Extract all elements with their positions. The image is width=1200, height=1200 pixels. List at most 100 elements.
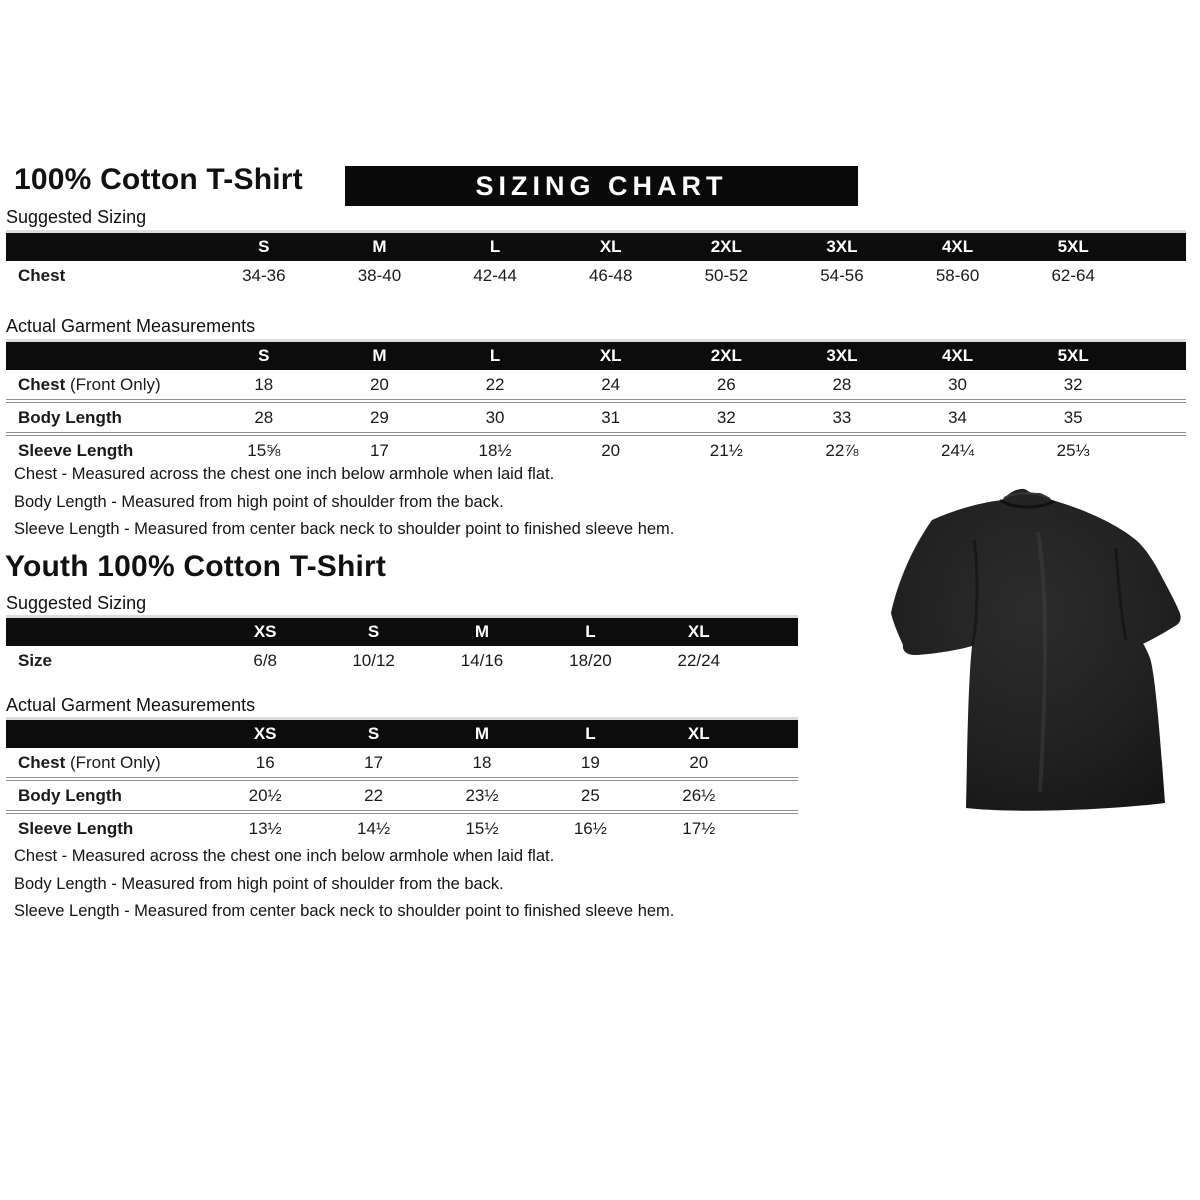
column-header: XL [599, 237, 622, 256]
youth-suggested-sizing-table: XS S M L XL Size 6/8 10/12 14/16 18/20 22/24 [6, 615, 798, 675]
table-cell: 20½ [248, 785, 282, 805]
table-cell: 54-56 [820, 265, 864, 285]
table-cell: 18/20 [569, 650, 612, 670]
column-header: 2XL [710, 346, 742, 365]
row-label: Size [18, 650, 53, 670]
table-cell: 17 [369, 440, 389, 460]
table-row: Size 6/8 10/12 14/16 18/20 22/24 [6, 646, 798, 675]
tshirt-illustration [891, 488, 1181, 811]
table-row: Sleeve Length 13½ 14½ 15½ 16½ 17½ [6, 810, 798, 843]
column-header: L [585, 622, 596, 641]
column-header: 5XL [1057, 346, 1089, 365]
youth-section-title: Youth 100% Cotton T-Shirt [5, 550, 387, 583]
table-row: Body Length 28 29 30 31 32 33 34 35 [6, 399, 1186, 432]
column-header: XS [253, 724, 277, 743]
table-cell: 17½ [682, 818, 716, 838]
page-title: 100% Cotton T-Shirt [14, 163, 303, 196]
row-label: Chest (Front Only) [18, 374, 161, 394]
note-chest: Chest - Measured across the chest one in… [14, 847, 555, 865]
table-cell: 15⅝ [247, 440, 281, 460]
table-cell: 18½ [478, 440, 512, 460]
table-cell: 22/24 [677, 650, 721, 670]
table-cell: 28 [832, 374, 852, 394]
table-cell: 13½ [248, 818, 282, 838]
table-header-row: XS S M L XL [6, 615, 798, 646]
note-sleeve-length: Sleeve Length - Measured from center bac… [14, 520, 675, 538]
youth-garment-measurements-table: XS S M L XL Chest (Front Only) 16 17 18 19 20 Body … [6, 717, 798, 843]
table-cell: 17 [364, 752, 384, 772]
table-row: Sleeve Length 15⅝ 17 18½ 20 21½ 22⅞ 24¼ 25⅓ [6, 432, 1186, 465]
table-cell: 38-40 [357, 265, 402, 285]
column-header: L [489, 346, 501, 365]
column-header: XL [599, 346, 622, 365]
table-cell: 22⅞ [825, 440, 859, 460]
table-cell: 31 [601, 407, 621, 427]
adult-suggested-sizing-table: S M L XL 2XL 3XL 4XL 5XL Chest 34-36 38-40 42-44 46-… [6, 230, 1186, 290]
tshirt-collar [999, 498, 1055, 509]
table-cell: 18 [254, 374, 274, 394]
table-header-row: S M L XL 2XL 3XL 4XL 5XL [6, 230, 1186, 261]
column-header: S [258, 346, 270, 365]
column-header: 4XL [941, 346, 974, 365]
table-cell: 42-44 [473, 265, 517, 285]
table-cell: 22 [364, 785, 384, 805]
note-body-length: Body Length - Measured from high point o… [14, 874, 504, 893]
table-cell: 34-36 [242, 265, 286, 285]
column-header: S [367, 622, 380, 641]
sizing-chart-banner: SIZING CHART [345, 166, 858, 206]
note-sleeve-length: Sleeve Length - Measured from center bac… [14, 902, 675, 920]
youth-measurement-notes: Chest - Measured across the chest one in… [14, 843, 674, 926]
column-header: XL [687, 724, 710, 743]
column-header: 4XL [941, 237, 974, 256]
tshirt-sleeve-crease-left [970, 539, 979, 647]
table-row: Chest (Front Only) 16 17 18 19 20 [6, 748, 798, 777]
table-cell: 20 [601, 440, 621, 460]
note-body-length: Body Length - Measured from high point o… [14, 492, 504, 511]
column-header: 5XL [1057, 237, 1089, 256]
table-cell: 25⅓ [1056, 440, 1090, 460]
tshirt-sleeve-crease-right [1114, 547, 1128, 641]
column-header: 2XL [710, 237, 742, 256]
table-header-row: S M L XL 2XL 3XL 4XL 5XL [6, 339, 1186, 370]
adult-garment-measurements-label: Actual Garment Measurements [6, 316, 256, 336]
adult-garment-measurements-table: S M L XL 2XL 3XL 4XL 5XL Chest (Front Only) 18 20 2… [6, 339, 1186, 465]
table-cell: 29 [369, 407, 389, 427]
tshirt-fold-highlight [1036, 531, 1047, 793]
adult-suggested-sizing-label: Suggested Sizing [6, 207, 147, 227]
column-header: L [585, 724, 596, 743]
row-label: Chest [18, 265, 66, 285]
column-header: M [372, 237, 387, 256]
table-cell: 34 [948, 407, 968, 427]
youth-garment-measurements-label: Actual Garment Measurements [6, 695, 256, 715]
adult-measurement-notes: Chest - Measured across the chest one in… [14, 461, 674, 544]
column-header: 3XL [826, 237, 858, 256]
table-cell: 20 [369, 374, 389, 394]
table-cell: 26½ [682, 785, 716, 805]
table-cell: 58-60 [935, 265, 980, 285]
table-cell: 46-48 [588, 265, 633, 285]
table-cell: 14/16 [460, 650, 504, 670]
table-cell: 20 [689, 752, 709, 772]
table-row: Body Length 20½ 22 23½ 25 26½ [6, 777, 798, 810]
table-cell: 22 [485, 374, 505, 394]
table-cell: 10/12 [352, 650, 395, 670]
table-cell: 6/8 [253, 650, 278, 670]
table-cell: 25 [580, 785, 600, 805]
row-label: Sleeve Length [18, 440, 134, 460]
sizing-chart-banner-text: SIZING CHART [475, 170, 728, 201]
table-cell: 50-52 [704, 265, 749, 285]
column-header: M [372, 346, 387, 365]
table-cell: 24¼ [941, 440, 975, 460]
table-cell: 24 [601, 374, 621, 394]
table-cell: 15½ [465, 818, 499, 838]
table-cell: 14½ [357, 818, 391, 838]
black-tshirt-photo [888, 462, 1188, 818]
table-row: Chest (Front Only) 18 20 22 24 26 28 30 32 [6, 370, 1186, 399]
table-cell: 30 [485, 407, 505, 427]
table-row: Chest 34-36 38-40 42-44 46-48 50-52 54-56 58-60… [6, 261, 1186, 290]
column-header: 3XL [826, 346, 858, 365]
table-cell: 32 [1063, 374, 1083, 394]
table-cell: 62-64 [1051, 265, 1095, 285]
table-cell: 30 [948, 374, 968, 394]
